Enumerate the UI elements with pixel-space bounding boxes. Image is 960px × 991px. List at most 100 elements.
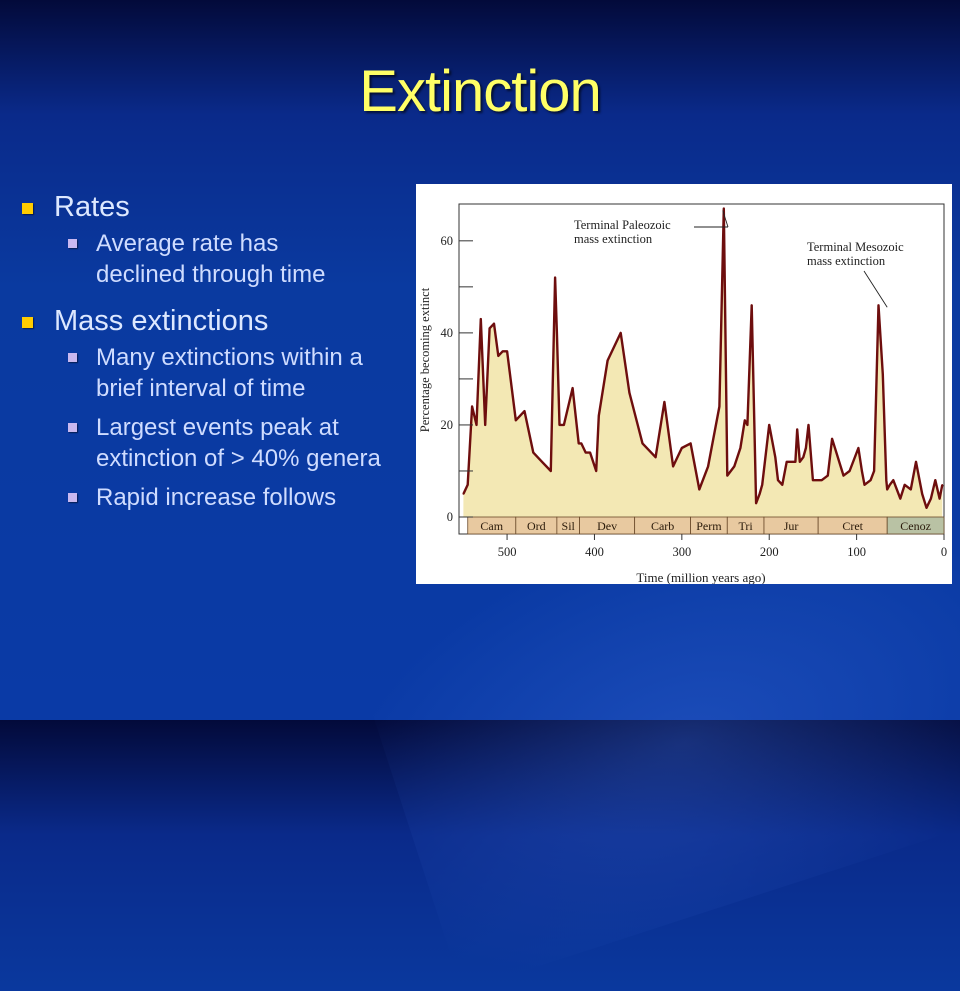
sub-bullet-rapid-increase: Rapid increase follows [18,482,398,513]
data-point [848,470,851,472]
data-point [781,484,784,486]
data-point [802,456,805,459]
bullet-group-rates: Rates Average rate has declined through … [18,190,398,290]
data-point [831,438,833,440]
data-point [556,332,558,334]
data-point [466,484,469,486]
bullet-mass-extinctions-label: Mass extinctions [54,305,269,337]
data-point [501,350,504,353]
data-point [873,470,875,472]
sub-bullet-square-icon [68,353,77,362]
data-point [718,405,721,408]
data-point [589,451,591,454]
data-point [796,428,798,431]
period-band [886,516,945,535]
data-point [815,479,818,482]
period-label: Carb [651,519,674,533]
sub-bullet-square-icon [68,493,77,502]
data-point [506,350,508,353]
data-point [488,327,491,330]
extinction-chart: Cam Ord Sil Dev Carb Perm Tri Jur Cret Cenoz 0 20 4… [416,184,952,585]
y-tick-label: 60 [441,234,454,248]
data-point [641,442,644,445]
bullet-list: Rates Average rate has declined through … [18,190,398,527]
annotation-paleozoic-text: Terminal Paleozoic [574,218,671,232]
data-point [619,332,622,334]
annotation-mesozoic-text: Terminal Mesozoic [807,240,904,254]
data-point [497,355,500,357]
slide-title: Extinction [359,59,601,124]
data-point [910,488,912,491]
sub-bullet-many-extinctions-text: Many extinctions within a brief interval… [96,344,363,402]
data-point [818,479,820,482]
data-point [807,424,810,426]
data-point [785,461,788,463]
period-label: Ord [527,519,546,533]
data-point [550,470,552,472]
x-tick-label: 400 [585,545,604,559]
y-tick-label: 20 [441,418,454,432]
data-point [698,488,701,491]
sub-bullet-average-rate: Average rate has declined through time [18,228,398,290]
data-point [595,470,597,472]
data-point [861,470,863,472]
period-label: Tri [739,519,754,533]
data-point [733,465,736,468]
data-point [532,451,535,454]
data-point [739,447,742,449]
data-point [886,488,888,491]
data-point [681,447,683,449]
data-point [758,493,761,495]
period-label: Jur [784,519,799,533]
period-label: Perm [696,519,722,533]
data-point [598,414,600,417]
data-point [746,424,749,426]
data-point [755,502,757,505]
data-point [827,474,829,477]
data-point [869,479,872,482]
data-point [899,497,902,500]
data-point [857,447,860,449]
data-point [892,479,895,482]
y-axis-label: Percentage becoming extinct [418,287,432,432]
data-point [606,359,609,362]
data-point [726,474,729,477]
data-point [941,484,944,486]
data-point [484,424,486,426]
data-point [571,387,574,389]
data-point [768,424,770,426]
data-point [584,451,587,454]
bullet-square-icon [22,203,33,214]
data-point [515,419,517,422]
sub-bullet-many-extinctions: Many extinctions within a brief interval… [18,342,398,404]
x-tick-label: 0 [941,545,947,559]
data-point [558,424,561,426]
data-point [903,484,906,486]
data-point [774,456,777,459]
data-point [842,474,845,477]
sub-bullet-largest-events-text: Largest events peak at extinction of > 4… [96,414,381,472]
period-label: Cam [480,519,503,533]
bullet-rates: Rates [18,190,398,224]
data-point [663,401,666,403]
data-point [812,479,814,482]
sub-bullet-square-icon [68,423,77,432]
data-point [523,410,526,412]
x-tick-label: 500 [498,545,517,559]
sub-bullet-largest-events: Largest events peak at extinction of > 4… [18,412,398,474]
annotation-leader-paleozoic [722,210,729,228]
data-point [915,461,917,463]
data-point [541,461,543,463]
period-label: Sil [562,519,576,533]
annotation-mesozoic-text: mass extinction [807,254,886,268]
sub-bullet-rapid-increase-text: Rapid increase follows [96,484,337,511]
bullet-rates-label: Rates [54,191,130,223]
x-tick-label: 100 [847,545,866,559]
data-point [799,461,801,463]
x-tick-label: 300 [672,545,691,559]
data-point [744,419,746,422]
y-tick-label: 40 [441,326,454,340]
data-point [805,447,807,449]
data-point [628,391,631,394]
data-point [777,479,779,482]
